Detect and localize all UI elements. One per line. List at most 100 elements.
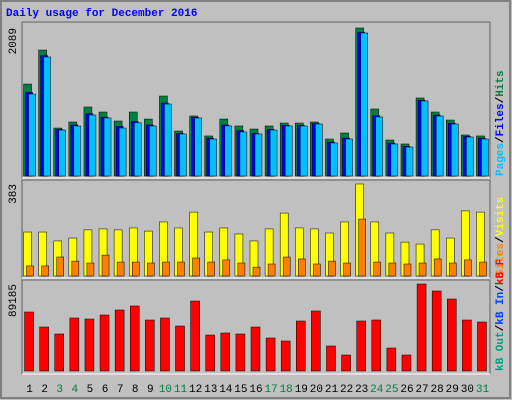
x-tick-label: 1 bbox=[26, 384, 33, 396]
bar bbox=[175, 325, 185, 372]
legend-separator: / bbox=[495, 236, 507, 243]
bar bbox=[54, 333, 64, 372]
legend-entry: kB F bbox=[495, 259, 507, 285]
x-tick-label: 6 bbox=[102, 384, 109, 396]
x-tick-label: 12 bbox=[189, 384, 202, 396]
y-tick-label: 89185 bbox=[8, 284, 20, 317]
bar bbox=[298, 258, 306, 277]
bar bbox=[235, 333, 246, 372]
bar bbox=[250, 326, 261, 372]
legend-separator: / bbox=[495, 96, 507, 103]
x-tick-label: 5 bbox=[87, 384, 94, 396]
bar bbox=[315, 123, 323, 177]
x-tick-label: 18 bbox=[280, 384, 293, 396]
bar bbox=[131, 261, 140, 277]
x-tick-label: 22 bbox=[340, 384, 353, 396]
x-tick-label: 8 bbox=[132, 384, 139, 396]
bar bbox=[433, 258, 442, 277]
bar bbox=[207, 261, 215, 277]
x-tick-label: 20 bbox=[310, 384, 323, 396]
x-tick-label: 9 bbox=[147, 384, 154, 396]
bar bbox=[449, 262, 457, 277]
bar bbox=[24, 311, 34, 372]
bar bbox=[345, 138, 353, 177]
bar bbox=[99, 314, 110, 372]
bar bbox=[252, 266, 261, 277]
bar bbox=[328, 260, 336, 277]
bar bbox=[220, 332, 231, 372]
bar bbox=[388, 262, 397, 277]
bar bbox=[386, 347, 397, 372]
bar bbox=[149, 125, 157, 177]
x-tick-label: 31 bbox=[476, 384, 490, 396]
bar bbox=[237, 262, 246, 277]
bar bbox=[88, 114, 97, 177]
bar bbox=[435, 115, 444, 177]
bar bbox=[311, 310, 321, 372]
bar bbox=[133, 122, 142, 177]
x-tick-label: 27 bbox=[415, 384, 428, 396]
bar bbox=[403, 263, 412, 277]
x-tick-label: 4 bbox=[72, 384, 79, 396]
x-tick-label: 24 bbox=[370, 384, 384, 396]
bar bbox=[343, 262, 351, 277]
bar bbox=[284, 125, 293, 177]
bar bbox=[129, 305, 140, 372]
bar bbox=[239, 131, 248, 177]
bar bbox=[282, 256, 291, 277]
bar bbox=[447, 298, 457, 372]
legend-entry: Pages bbox=[495, 143, 507, 176]
bar bbox=[69, 317, 80, 372]
bar bbox=[205, 334, 215, 372]
x-tick-label: 26 bbox=[400, 384, 413, 396]
bar bbox=[118, 127, 127, 177]
x-tick-label: 13 bbox=[204, 384, 217, 396]
bar bbox=[451, 123, 459, 177]
y-tick-label: 2089 bbox=[8, 28, 20, 54]
bar bbox=[296, 320, 306, 372]
bar bbox=[330, 142, 338, 177]
bar bbox=[147, 262, 155, 277]
y-tick-label: 383 bbox=[8, 184, 20, 204]
bar bbox=[222, 259, 231, 277]
bar bbox=[371, 319, 382, 372]
legend: kB Out/kB In/kB F bbox=[495, 259, 507, 371]
x-tick-label: 30 bbox=[461, 384, 474, 396]
x-tick-label: 7 bbox=[117, 384, 124, 396]
bar bbox=[209, 138, 217, 177]
legend-separator: / bbox=[495, 136, 507, 143]
bar bbox=[416, 283, 427, 372]
bar bbox=[86, 262, 95, 277]
bar bbox=[479, 261, 487, 277]
bar bbox=[179, 133, 187, 177]
bar bbox=[356, 320, 366, 372]
x-tick-label: 17 bbox=[264, 384, 277, 396]
x-tick-label: 14 bbox=[219, 384, 233, 396]
bar bbox=[418, 262, 427, 277]
bar bbox=[390, 143, 399, 177]
bar bbox=[267, 263, 276, 277]
x-tick-label: 11 bbox=[174, 384, 188, 396]
bar bbox=[103, 117, 112, 177]
legend: Pages/Files/Hits bbox=[495, 70, 507, 176]
bar bbox=[192, 257, 200, 277]
bar bbox=[254, 133, 263, 177]
bar bbox=[73, 125, 82, 177]
bar bbox=[466, 136, 474, 177]
bar bbox=[41, 265, 49, 277]
bar bbox=[194, 117, 202, 177]
bar bbox=[462, 319, 472, 372]
bar bbox=[481, 138, 489, 177]
x-tick-label: 16 bbox=[249, 384, 262, 396]
bar bbox=[145, 319, 155, 372]
bar bbox=[224, 125, 233, 177]
legend-entry: Files bbox=[495, 103, 507, 136]
bar bbox=[375, 116, 384, 177]
bar bbox=[280, 340, 291, 372]
x-tick-label: 3 bbox=[56, 384, 63, 396]
x-tick-label: 23 bbox=[355, 384, 368, 396]
bar bbox=[269, 129, 278, 177]
x-tick-label: 19 bbox=[295, 384, 308, 396]
bar bbox=[26, 265, 34, 277]
